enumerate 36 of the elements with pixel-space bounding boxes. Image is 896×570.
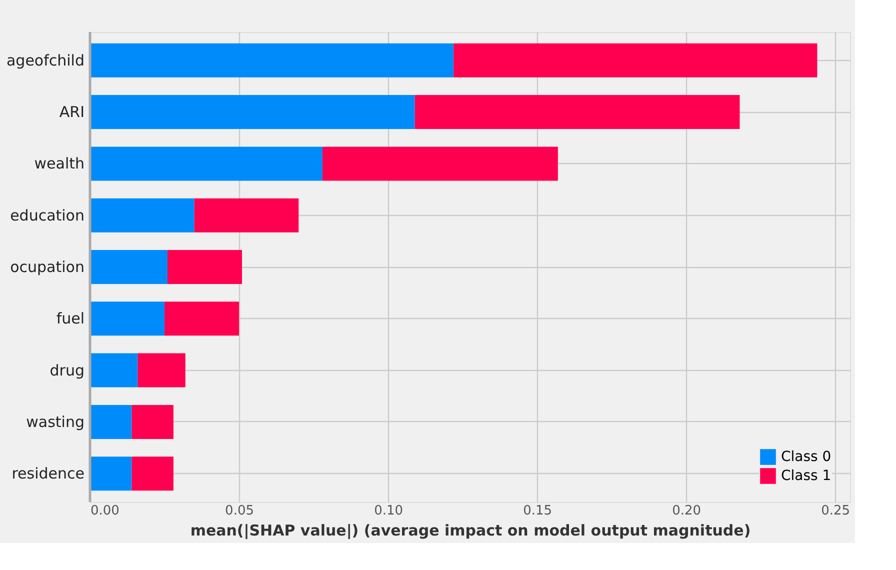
x-tick-label: 0.20 bbox=[672, 504, 702, 518]
bar bbox=[90, 302, 165, 336]
y-tick-label: residence bbox=[12, 464, 84, 483]
y-tick-label: ageofchild bbox=[6, 51, 84, 70]
bar bbox=[132, 404, 174, 439]
bar bbox=[90, 404, 132, 439]
x-tick-label: 0.25 bbox=[821, 504, 850, 518]
bar bbox=[90, 198, 194, 232]
x-tick-label: 0.15 bbox=[523, 504, 552, 518]
y-tick-label: wasting bbox=[26, 412, 84, 431]
x-tick-label: 0.05 bbox=[225, 504, 254, 518]
y-tick-label: ocupation bbox=[10, 258, 84, 276]
bar bbox=[138, 353, 186, 388]
bar bbox=[322, 146, 558, 181]
legend-label: Class 1 bbox=[781, 468, 832, 484]
y-tick-label: ARI bbox=[59, 103, 84, 122]
bar bbox=[164, 302, 240, 336]
x-tick-label: 0.00 bbox=[90, 504, 120, 518]
bar bbox=[167, 250, 242, 284]
bar bbox=[90, 146, 322, 181]
y-tick-label: wealth bbox=[34, 154, 84, 173]
x-tick-label: 0.10 bbox=[374, 504, 404, 518]
bar bbox=[90, 43, 454, 78]
bar bbox=[90, 95, 415, 130]
bar bbox=[454, 43, 818, 78]
bar bbox=[132, 456, 174, 491]
bar bbox=[194, 198, 299, 232]
legend-label: Class 0 bbox=[781, 449, 832, 465]
bar bbox=[90, 250, 168, 284]
y-tick-label: drug bbox=[50, 361, 84, 380]
x-axis-title: mean(|SHAP value|) (average impact on model output magnitude) bbox=[190, 522, 751, 540]
y-tick-label: education bbox=[10, 206, 84, 224]
y-tick-label: fuel bbox=[56, 310, 84, 328]
bar bbox=[90, 353, 138, 388]
bar bbox=[90, 456, 132, 491]
bar bbox=[414, 95, 740, 130]
